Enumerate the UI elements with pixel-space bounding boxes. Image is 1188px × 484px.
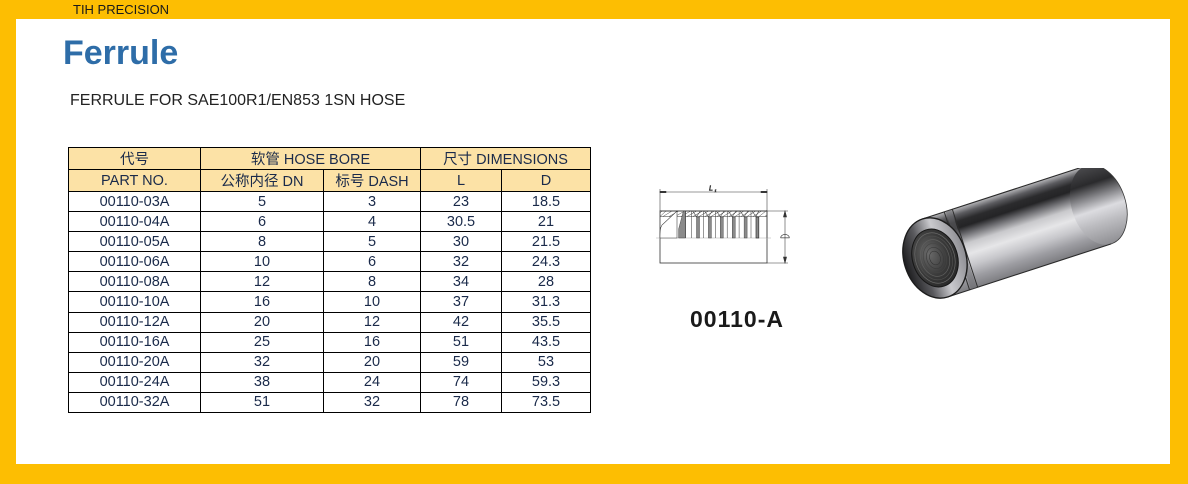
- svg-text:L: L: [709, 186, 713, 193]
- svg-text:1: 1: [714, 188, 716, 193]
